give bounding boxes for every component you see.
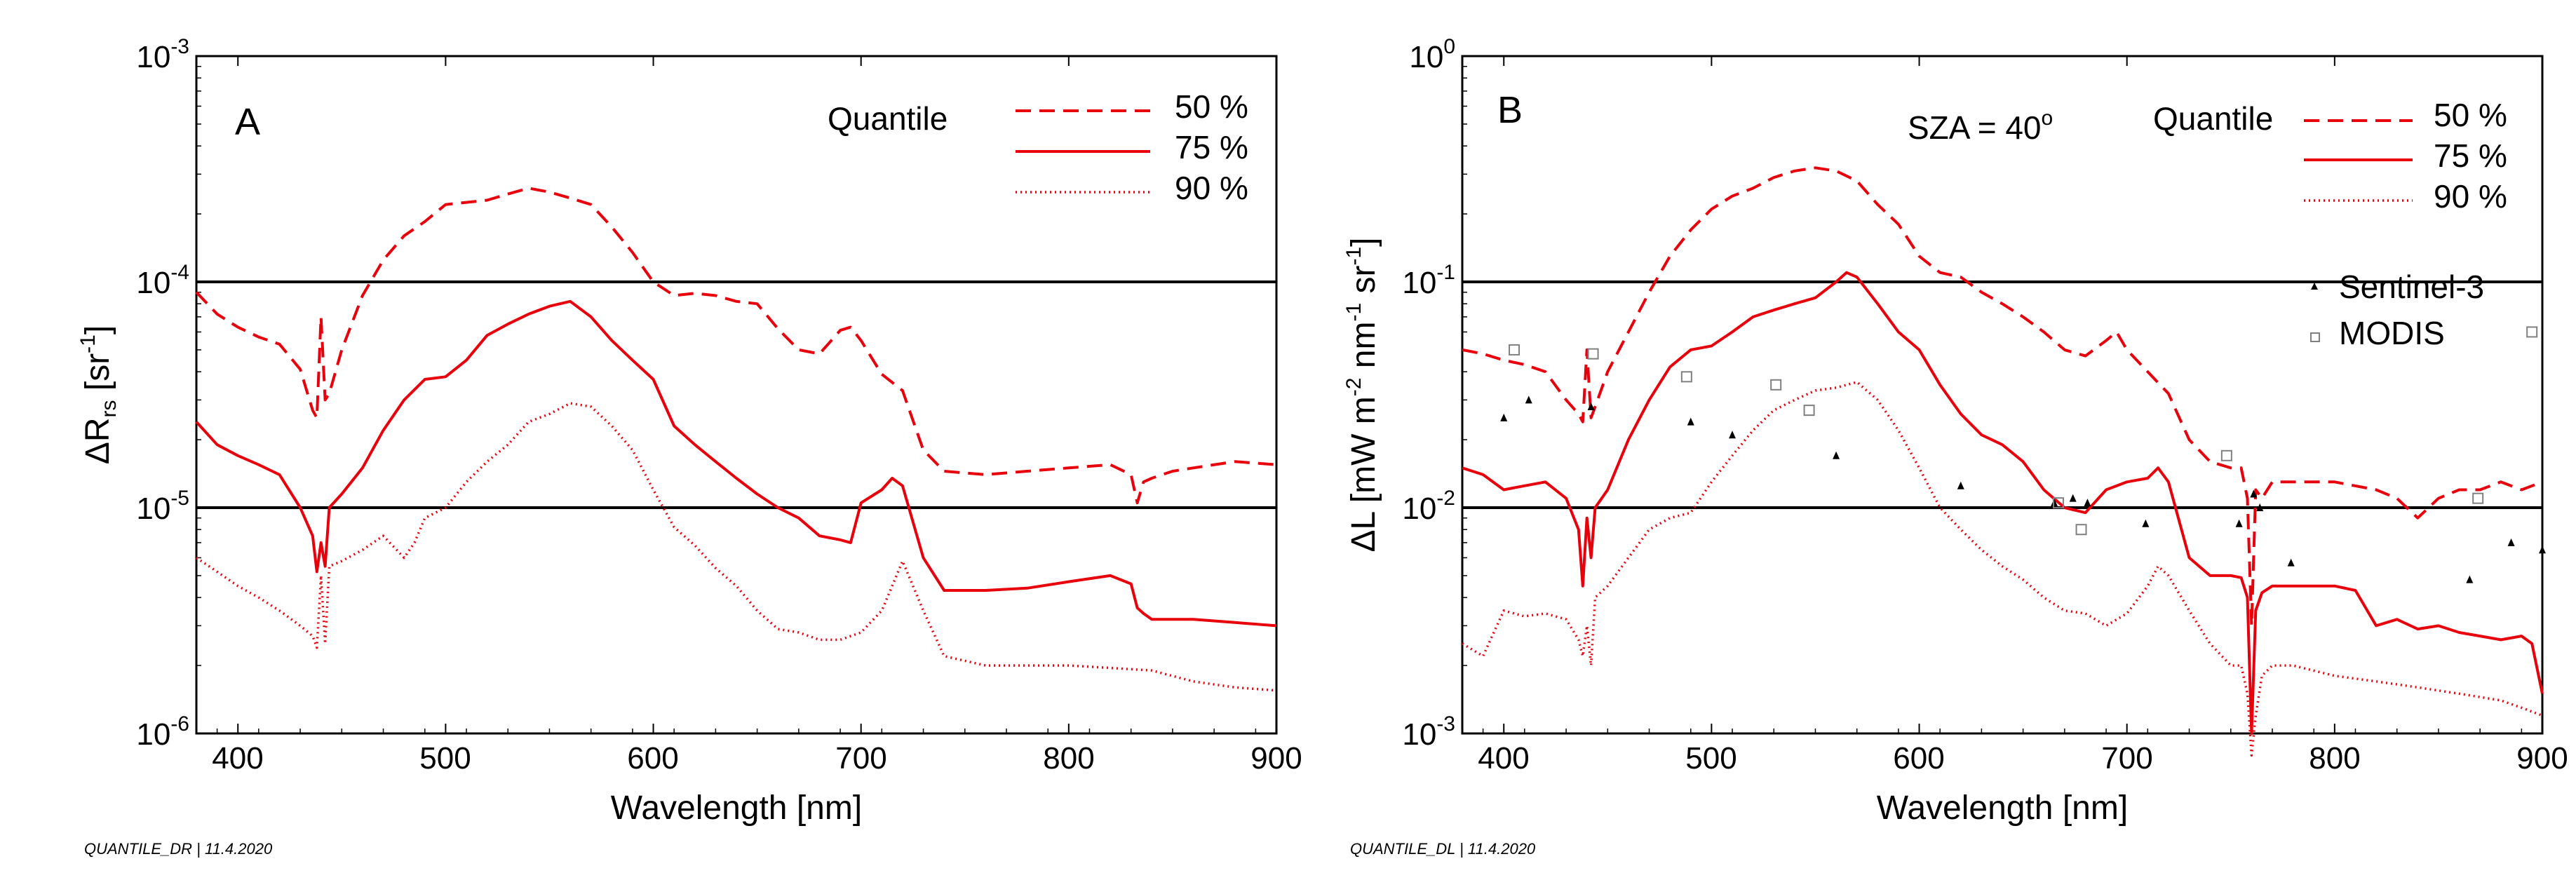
chart-a-xtick-label: 800 <box>1043 741 1094 776</box>
chart-a-legend-label: 75 % <box>1175 129 1248 165</box>
sentinel-3-point <box>2235 519 2243 527</box>
modis-point <box>1803 405 1815 417</box>
sentinel-3-point <box>2142 519 2150 527</box>
chart-b-ytick-label: 10-3 <box>1402 712 1455 752</box>
sentinel-3-point <box>2539 546 2546 554</box>
sentinel-3-point <box>1957 481 1964 489</box>
series-line-90-quantile <box>196 402 1277 692</box>
chart-b: 10-3 10-2 10-1 100 400 500 600 700 800 9… <box>1342 35 2568 858</box>
series-line-50-quantile <box>1462 166 2543 628</box>
sentinel-3-point <box>2287 558 2295 567</box>
modis-point <box>1587 348 1599 360</box>
modis-point <box>1680 371 1692 383</box>
modis-point <box>2075 524 2087 536</box>
chart-b-sensor-legend-label: Sentinel-3 <box>2339 269 2484 305</box>
chart-b-xtick-label: 800 <box>2309 741 2360 776</box>
chart-b-ticks <box>1462 55 2543 734</box>
chart-a-legend: Quantile 50 % 75 % 90 % <box>828 88 1248 206</box>
chart-b-sza-annotation: SZA = 40o <box>1908 107 2053 146</box>
chart-a-x-axis-title: Wavelength [nm] <box>611 790 862 827</box>
sentinel-3-point <box>1687 417 1694 426</box>
chart-b-reference-lines <box>1462 280 2542 509</box>
chart-a-panel-label: A <box>235 101 260 143</box>
chart-b-x-axis-title: Wavelength [nm] <box>1877 790 2128 827</box>
sentinel-3-point <box>2084 499 2091 507</box>
modis-point <box>1770 379 1782 391</box>
sentinel-3-point <box>2051 499 2058 507</box>
sentinel-3-point <box>1587 402 1595 411</box>
sentinel-3-point <box>2256 503 2264 511</box>
chart-a-reference-lines <box>196 280 1276 509</box>
chart-a-series <box>195 187 1277 692</box>
chart-b-ytick-label: 10-2 <box>1402 487 1455 526</box>
chart-b-ytick-label: 10-1 <box>1402 261 1455 300</box>
chart-a-frame <box>195 55 1278 735</box>
chart-b-markers <box>1500 326 2546 583</box>
chart-b-xtick-label: 500 <box>1685 741 1737 776</box>
sentinel-3-point <box>1525 395 1532 404</box>
chart-b-frame <box>1461 55 2544 735</box>
chart-a-ticks <box>196 55 1277 734</box>
chart-b-xtick-label: 700 <box>2101 741 2152 776</box>
chart-a-ytick-label: 10-3 <box>136 35 189 74</box>
chart-a-xtick-label: 600 <box>627 741 678 776</box>
chart-b-legend-label: 75 % <box>2434 137 2507 174</box>
chart-b-xtick-label: 900 <box>2516 741 2568 776</box>
sentinel-3-point <box>2466 575 2474 583</box>
modis-point <box>2472 492 2484 504</box>
chart-a-xtick-label: 500 <box>419 741 471 776</box>
chart-a-ytick-label: 10-5 <box>136 487 189 526</box>
chart-a-footnote: QUANTILE_DR | 11.4.2020 <box>84 840 273 858</box>
chart-b-panel-label: B <box>1497 89 1523 131</box>
chart-b-y-axis-title: ΔL [mW m-2 nm-1 sr-1] <box>1342 237 1382 552</box>
chart-a-xtick-label: 900 <box>1250 741 1302 776</box>
chart-a-ytick-label: 10-6 <box>136 712 189 752</box>
modis-point <box>2220 449 2232 461</box>
chart-a-xtick-label: 400 <box>212 741 263 776</box>
chart-a-y-axis-title: ΔRrs [sr-1] <box>76 325 121 464</box>
chart-b-legend-label: 90 % <box>2434 178 2507 215</box>
series-line-50-quantile <box>195 187 1277 505</box>
chart-b-ytick-label: 100 <box>1409 35 1455 74</box>
chart-a-legend-title: Quantile <box>828 100 948 137</box>
chart-a: 10-6 10-5 10-4 10-3 400 500 600 700 800 … <box>76 35 1302 858</box>
chart-b-legend-label: 50 % <box>2434 97 2507 133</box>
chart-b-series <box>1462 166 2544 757</box>
chart-b-sensor-legend: Sentinel-3 MODIS <box>2310 269 2484 351</box>
series-line-75-quantile <box>195 299 1277 628</box>
sentinel-3-point <box>1500 413 1508 421</box>
chart-b-xtick-label: 600 <box>1893 741 1944 776</box>
sentinel-3-legend-marker <box>2311 283 2318 290</box>
chart-b-legend-title: Quantile <box>2153 100 2273 137</box>
chart-a-legend-label: 50 % <box>1175 88 1248 125</box>
chart-a-ytick-label: 10-4 <box>136 261 189 300</box>
chart-b-legend: Quantile 50 % 75 % 90 % <box>2153 97 2507 215</box>
series-line-75-quantile <box>1462 271 2544 735</box>
chart-a-xtick-label: 700 <box>835 741 886 776</box>
chart-b-footnote: QUANTILE_DL | 11.4.2020 <box>1350 840 1536 858</box>
chart-b-sensor-legend-label: MODIS <box>2339 315 2445 351</box>
modis-legend-marker <box>2310 332 2320 342</box>
sentinel-3-point <box>2250 489 2258 498</box>
sentinel-3-point <box>1729 431 1736 439</box>
chart-a-legend-label: 90 % <box>1175 170 1248 206</box>
modis-point <box>1509 344 1520 356</box>
sentinel-3-point <box>2069 494 2077 502</box>
sentinel-3-point <box>1833 451 1840 459</box>
modis-point <box>2526 326 2538 338</box>
chart-b-xtick-label: 400 <box>1478 741 1529 776</box>
sentinel-3-point <box>2507 538 2515 546</box>
modis-point <box>2052 497 2064 509</box>
